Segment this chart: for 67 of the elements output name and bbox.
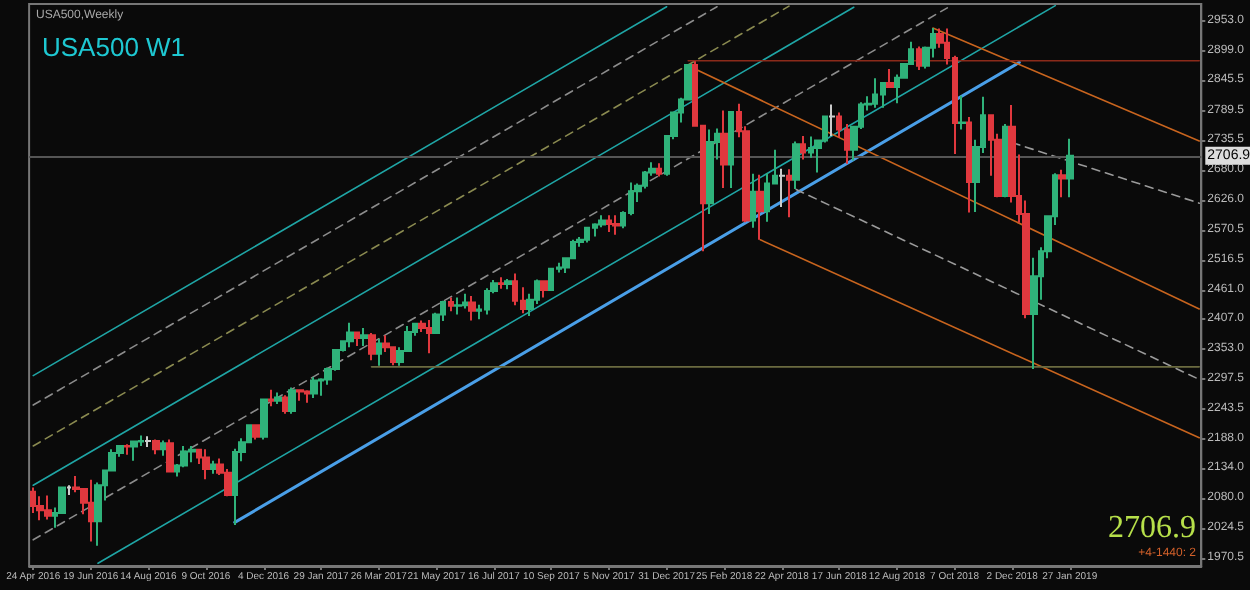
- candlestick: [210, 459, 216, 475]
- candlestick: [958, 94, 966, 131]
- candlestick: [706, 128, 714, 216]
- candlestick: [260, 398, 268, 441]
- candlestick: [1002, 123, 1008, 199]
- candlestick: [354, 330, 360, 348]
- candlestick: [612, 214, 620, 236]
- candlestick: [426, 318, 432, 355]
- candlestick: [916, 45, 922, 72]
- candlestick: [124, 443, 130, 456]
- candlestick: [786, 168, 792, 219]
- candlestick: [188, 444, 196, 464]
- candlestick: [484, 287, 490, 316]
- candlestick: [872, 77, 878, 109]
- candlestick: [376, 338, 382, 367]
- candlestick: [750, 172, 756, 229]
- candlestick: [778, 167, 786, 208]
- candlestick: [448, 296, 454, 313]
- annotation: 2706.9: [1108, 511, 1196, 545]
- candlestick: [44, 494, 52, 521]
- candlestick: [462, 292, 468, 310]
- candlestick: [880, 81, 886, 109]
- candlestick: [36, 495, 44, 522]
- candlestick: [252, 423, 260, 441]
- candlestick: [180, 444, 188, 469]
- candlestick: [592, 222, 598, 238]
- candlestick: [130, 440, 138, 462]
- candlestick: [30, 486, 36, 515]
- candlestick: [288, 386, 296, 415]
- candlestick: [1066, 137, 1074, 199]
- candlestick: [598, 214, 606, 229]
- candlestick: [792, 140, 800, 190]
- text: USA500 W1: [42, 32, 186, 62]
- candlestick: [360, 327, 368, 348]
- candlestick: [540, 279, 548, 299]
- candlestick: [166, 438, 174, 474]
- candlestick: [224, 467, 232, 498]
- candlestick: [548, 267, 554, 292]
- candlestick: [268, 388, 274, 408]
- candlestick: [606, 214, 612, 234]
- candlestick: [304, 389, 310, 404]
- candlestick: [296, 388, 304, 402]
- candlestick: [756, 173, 764, 241]
- candlestick: [144, 435, 152, 449]
- candlestick: [512, 272, 518, 307]
- candlestick: [828, 103, 836, 138]
- candlestick: [282, 394, 288, 415]
- candlestick: [800, 135, 806, 161]
- candlestick: [88, 478, 94, 543]
- candlestick: [498, 276, 504, 290]
- candlestick: [454, 296, 462, 316]
- candlestick: [1058, 168, 1066, 199]
- candlestick: [656, 162, 662, 178]
- candlestick: [274, 391, 282, 405]
- candlestick: [346, 321, 354, 349]
- candlestick: [368, 332, 376, 362]
- candlestick: [202, 448, 210, 481]
- candlestick: [584, 226, 590, 244]
- candlestick: [152, 438, 160, 456]
- candlestick: [468, 294, 476, 322]
- candlestick: [504, 278, 512, 291]
- candlestick: [720, 109, 728, 189]
- candlestick: [160, 439, 166, 457]
- candlestick: [966, 115, 972, 214]
- candlestick: [310, 376, 318, 399]
- candlestick: [886, 67, 894, 89]
- candlestick: [728, 111, 734, 189]
